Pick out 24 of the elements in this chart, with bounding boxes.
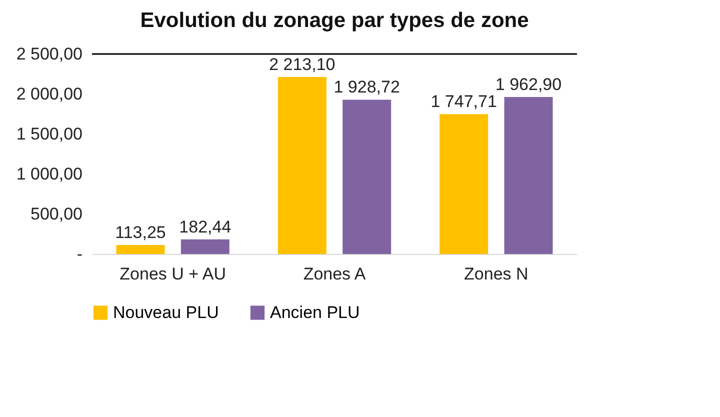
chart-title: Evolution du zonage par types de zone: [140, 9, 529, 32]
legend-label: Ancien PLU: [270, 302, 360, 322]
data-label: 1 962,90: [495, 74, 562, 94]
y-tick-label: 1 500,00: [16, 124, 82, 144]
bar: [278, 76, 326, 254]
x-tick-label: Zones U + AU: [120, 264, 226, 284]
data-label: 1 928,72: [334, 78, 400, 97]
bar: [180, 239, 230, 254]
bar: [116, 244, 165, 254]
bar: [342, 100, 392, 254]
y-tick-label: 1 000,00: [16, 164, 82, 184]
bar: [440, 114, 488, 254]
x-tick-label: Zones A: [303, 264, 366, 284]
data-label: 1 747,71: [430, 92, 497, 112]
data-label: 182,44: [179, 217, 232, 236]
data-label: 113,25: [115, 222, 166, 242]
x-tick-label: Zones N: [464, 264, 528, 284]
legend-label: Nouveau PLU: [113, 302, 219, 322]
bar: [504, 96, 553, 254]
y-tick-label: 2 000,00: [16, 84, 82, 104]
y-tick-label: -: [76, 244, 82, 264]
y-tick-label: 500,00: [30, 204, 82, 224]
data-label: 2 213,10: [269, 54, 336, 74]
y-tick-label: 2 500,00: [16, 44, 82, 64]
